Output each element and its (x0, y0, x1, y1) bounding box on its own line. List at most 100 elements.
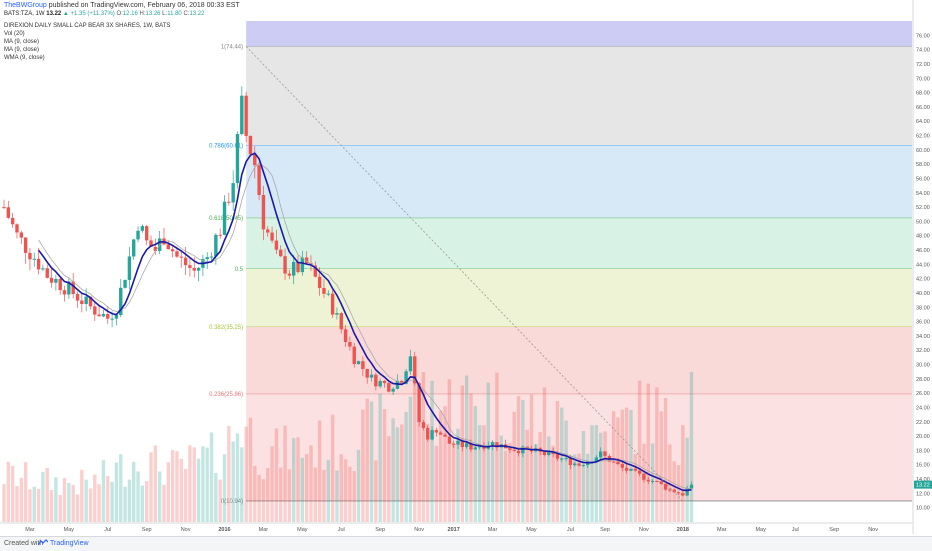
y-tick-label-5: 20.00 (916, 434, 930, 440)
candle-body-44 (192, 267, 196, 271)
volume-bar-71 (309, 445, 313, 522)
volume-bar-123 (534, 444, 538, 522)
x-tick-label-6: Mar (259, 527, 269, 533)
volume-bar-17 (75, 494, 80, 522)
y-tick-label-23: 56.00 (916, 176, 930, 182)
candle-body-118 (512, 450, 516, 452)
volume-bar-109 (473, 406, 477, 522)
candle-body-24 (106, 313, 110, 319)
volume-bar-131 (568, 456, 573, 522)
volume-bar-34 (149, 452, 153, 522)
candle-body-128 (555, 454, 560, 459)
candle-body-133 (577, 463, 581, 466)
legend-wma[interactable]: WMA (9, close) (4, 55, 45, 61)
volume-bar-47 (205, 447, 209, 522)
candle-body-15 (67, 281, 71, 295)
candle-body-19 (84, 296, 88, 304)
volume-bar-119 (516, 396, 521, 522)
x-tick-label-7: May (297, 527, 308, 533)
candle-body-32 (140, 226, 145, 231)
candle-body-34 (149, 240, 153, 247)
volume-bar-2 (10, 466, 15, 522)
candle-body-27 (119, 287, 123, 316)
fib-band-3 (246, 218, 913, 269)
x-tick-label-21: Sep (829, 527, 839, 533)
volume-bar-7 (32, 486, 36, 522)
volume-bar-95 (413, 372, 417, 522)
candle-body-20 (88, 296, 93, 307)
volume-bar-78 (339, 454, 343, 522)
y-tick-label-16: 42.00 (916, 277, 930, 283)
y-tick-label-26: 62.00 (916, 134, 930, 140)
candle-body-33 (144, 226, 149, 241)
candle-body-41 (179, 256, 183, 258)
volume-bar-103 (447, 379, 452, 522)
candle-body-129 (560, 458, 564, 460)
volume-bar-59 (257, 474, 261, 522)
legend-ma-1[interactable]: MA (9, close) (4, 39, 40, 45)
volume-bar-110 (477, 425, 482, 522)
volume-bar-120 (521, 400, 525, 522)
y-tick-label-14: 38.00 (916, 305, 930, 311)
legend-volume[interactable]: Vol (20) (4, 31, 25, 37)
open-value: 12.16 (122, 11, 138, 17)
candle-body-79 (343, 329, 348, 343)
volume-bar-105 (456, 428, 460, 522)
volume-bar-73 (317, 420, 322, 522)
candle-body-86 (374, 374, 378, 387)
candle-body-2 (10, 217, 15, 225)
y-tick-label-31: 72.00 (916, 62, 930, 68)
candle-body-38 (166, 244, 171, 250)
high-value: 13.26 (145, 11, 161, 17)
candle-body-68 (296, 261, 300, 273)
fib-band-1 (246, 46, 913, 146)
y-tick-label-19: 48.00 (916, 234, 930, 240)
candle-body-67 (291, 261, 296, 276)
volume-bar-140 (607, 459, 612, 522)
x-tick-label-1: May (64, 527, 75, 533)
y-tick-label-4: 18.00 (916, 448, 930, 454)
candle-body-95 (413, 356, 417, 384)
price-chart[interactable]: 1(74.44)0.786(60.61)0.618(50.45)0.50.382… (0, 0, 932, 536)
candle-body-58 (253, 154, 257, 166)
candle-body-81 (352, 346, 356, 365)
candle-body-4 (19, 232, 23, 238)
legend-title[interactable]: DIREXION DAILY SMALL CAP BEAR 3X SHARES,… (4, 23, 171, 29)
candle-body-39 (170, 249, 175, 252)
volume-bar-31 (136, 471, 140, 522)
candle-body-155 (672, 489, 676, 493)
volume-bar-44 (192, 447, 196, 522)
legend-ma-2[interactable]: MA (9, close) (4, 47, 40, 53)
y-tick-label-12: 34.00 (916, 334, 930, 340)
volume-bar-97 (421, 372, 426, 522)
x-tick-label-19: May (755, 527, 766, 533)
volume-bar-4 (19, 477, 23, 522)
volume-bar-55 (240, 447, 244, 522)
y-tick-label-17: 44.00 (916, 262, 930, 268)
candle-body-54 (235, 134, 240, 184)
volume-bar-9 (41, 472, 45, 522)
candle-body-104 (451, 443, 456, 445)
volume-bar-63 (274, 428, 279, 522)
y-tick-label-28: 66.00 (916, 105, 930, 111)
candle-body-5 (23, 237, 28, 253)
volume-bar-118 (512, 411, 516, 522)
candle-body-69 (300, 257, 305, 273)
x-tick-label-11: 2017 (448, 527, 460, 533)
candle-body-84 (365, 368, 369, 378)
low-value: 11.80 (167, 11, 182, 17)
candle-body-127 (551, 451, 555, 455)
candle-body-157 (681, 493, 685, 496)
author-link[interactable]: TheBWGroup (4, 2, 47, 9)
volume-bar-37 (162, 484, 166, 522)
candle-body-3 (15, 224, 19, 233)
y-tick-label-10: 30.00 (916, 363, 930, 369)
candle-body-144 (624, 467, 629, 471)
volume-bar-99 (430, 380, 434, 522)
volume-bar-18 (80, 469, 84, 522)
volume-bar-26 (114, 462, 119, 522)
candle-body-62 (270, 232, 274, 241)
tradingview-link[interactable]: TradingView (50, 540, 89, 547)
y-tick-label-33: 76.00 (916, 33, 930, 39)
candle-body-88 (382, 380, 387, 384)
